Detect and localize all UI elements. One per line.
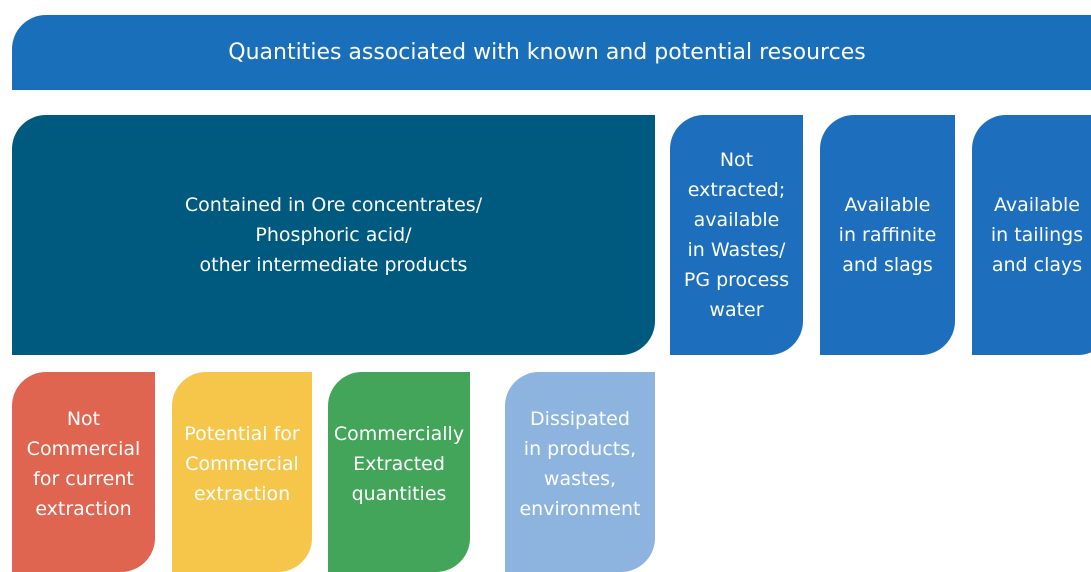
node-label: Potential for bbox=[184, 423, 300, 445]
node-label: Commercially bbox=[333, 423, 465, 445]
node-label: and slags bbox=[842, 254, 933, 276]
node-label: in products, bbox=[523, 438, 637, 460]
node-label: extracted; bbox=[687, 179, 786, 201]
node-label: in raffinite bbox=[838, 224, 937, 246]
node: Potential for Commercial extraction bbox=[172, 372, 312, 572]
node-label: other intermediate products bbox=[199, 254, 468, 276]
node-label: Commercial bbox=[26, 438, 141, 460]
node: Contained in Ore concentrates/Phosphoric… bbox=[12, 115, 655, 355]
node: Not extracted; available in Wastes/PG proce… bbox=[670, 115, 803, 355]
node-label: for current bbox=[33, 468, 134, 490]
node-label: wastes, bbox=[543, 468, 617, 490]
node-label: Extracted bbox=[353, 453, 445, 475]
node-label: Phosphoric acid/ bbox=[255, 224, 412, 246]
node-label: environment bbox=[519, 498, 641, 520]
node-label: Available bbox=[993, 194, 1080, 216]
node-label: water bbox=[709, 299, 764, 321]
node: Not Commercial for current extraction bbox=[12, 372, 155, 572]
node-label: PG process bbox=[683, 269, 790, 291]
node-label: Commercial bbox=[185, 453, 299, 475]
node-label: quantities bbox=[351, 483, 447, 505]
node: Dissipated in products, wastes, environment bbox=[505, 372, 655, 572]
node-label: extraction bbox=[35, 498, 132, 520]
node: Commercially Extracted quantities bbox=[328, 372, 470, 572]
title: Quantities associated with known and pot… bbox=[228, 40, 866, 65]
node-label: Available bbox=[844, 194, 931, 216]
title-bar: Quantities associated with known and pot… bbox=[12, 15, 1091, 90]
node-label: available bbox=[693, 209, 780, 231]
diagram: Quantities associated with known and pot… bbox=[12, 15, 1091, 572]
node-label: extraction bbox=[193, 483, 291, 505]
node: Available in tailings and clays bbox=[972, 115, 1091, 355]
node: Available in raffinite and slags bbox=[820, 115, 955, 355]
node-label: and clays bbox=[991, 254, 1083, 276]
node-label: Not bbox=[66, 408, 101, 430]
node-label: in Wastes/ bbox=[687, 239, 786, 261]
node-label: Contained in Ore concentrates/ bbox=[184, 194, 483, 216]
node-label: Dissipated bbox=[530, 408, 630, 430]
node-label: in tailings bbox=[990, 224, 1084, 246]
node-label: Not bbox=[719, 149, 754, 171]
